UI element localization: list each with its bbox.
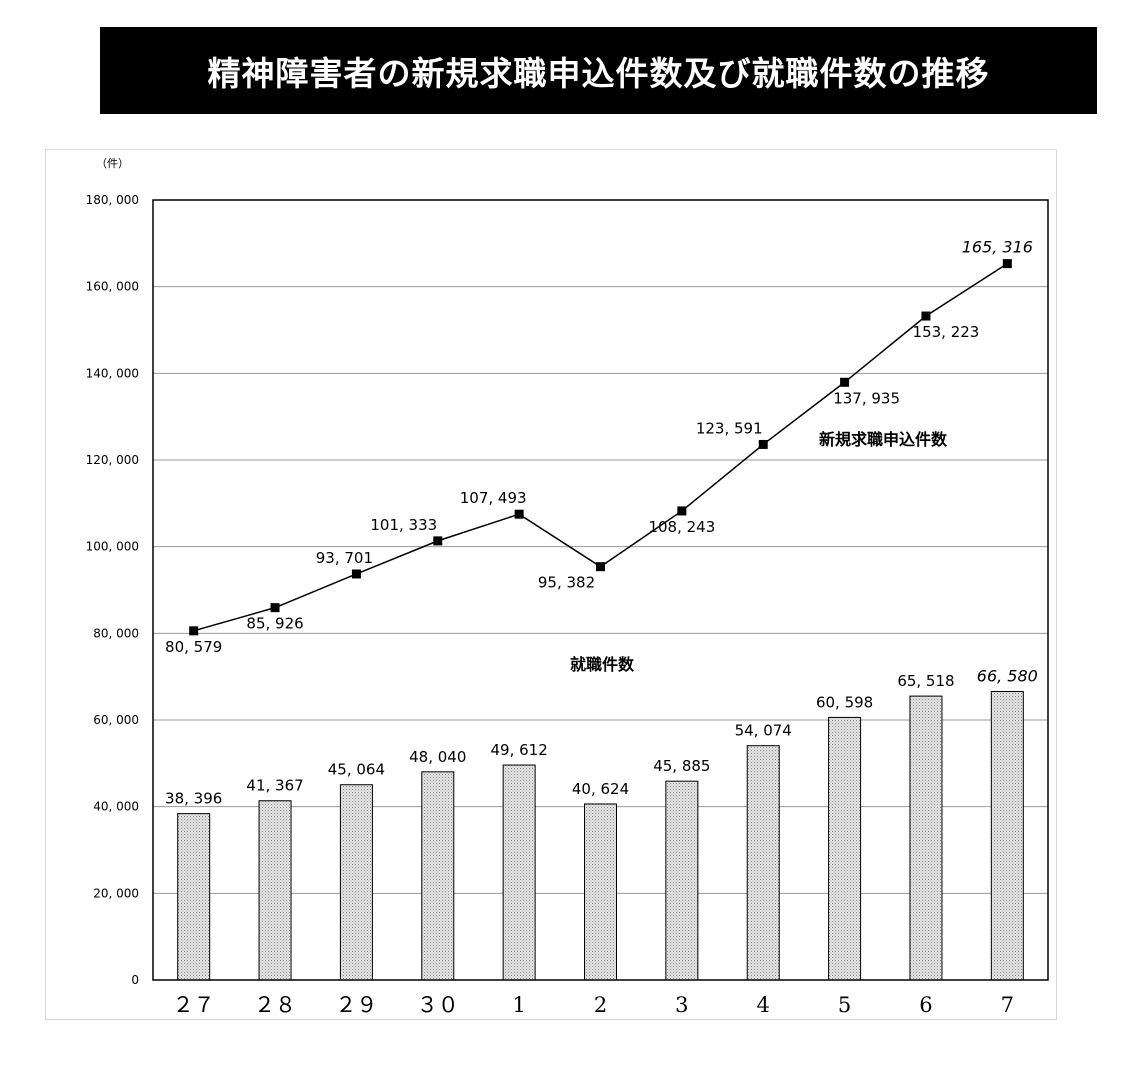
y-tick-label: 0 [131, 973, 139, 987]
bar-layer [177, 690, 1024, 981]
y-tick-label: 80, 000 [93, 626, 139, 640]
line-marker [921, 311, 931, 321]
y-tick-label: 20, 000 [93, 886, 139, 900]
plot-border [152, 199, 1049, 981]
bar-value-label: 60, 598 [816, 693, 873, 711]
bar-value-label: 45, 064 [328, 761, 385, 779]
x-tick-label-top: 1 [512, 993, 525, 1017]
line-marker [433, 536, 443, 546]
line-marker [677, 506, 687, 516]
y-tick-label: 60, 000 [93, 713, 139, 727]
x-tick-label-top: 7 [1001, 993, 1014, 1017]
bar [421, 771, 455, 981]
bar [177, 813, 211, 981]
line-value-label: 137, 935 [833, 389, 900, 407]
bar [909, 695, 943, 981]
bar [339, 784, 373, 981]
line-marker [270, 603, 280, 613]
bar-value-label: 65, 518 [897, 672, 954, 690]
chart-frame: 38, 396 41, 367 45, 064 48, 040 49, 612 40, 6… [45, 149, 1057, 1020]
bar [584, 803, 617, 981]
line-value-label: 123, 591 [696, 419, 763, 437]
line-series-name: 新規求職申込件数 [819, 430, 948, 449]
x-tick-label-top: ２７ [173, 993, 215, 1017]
line-marker [758, 439, 768, 449]
bar-value-label: 38, 396 [165, 790, 222, 808]
label-layer: 38, 396 41, 367 45, 064 48, 040 49, 612 40, 6… [165, 238, 1038, 808]
bar-value-label: 45, 885 [653, 757, 710, 775]
axis-layer: 0 20, 000 40, 000 60, 000 80, 000 100, 000 120… [86, 157, 1049, 1017]
bar [828, 716, 862, 981]
grid-layer [153, 286, 1048, 894]
line-marker [351, 569, 361, 579]
bar-value-label: 54, 074 [735, 722, 792, 740]
bar-value-label: 40, 624 [572, 780, 629, 798]
chart-title: 精神障害者の新規求職申込件数及び就職件数の推移 [100, 27, 1097, 114]
line-value-label: 101, 333 [370, 516, 437, 534]
x-tick-label-top: ２８ [254, 993, 296, 1017]
y-tick-label: 120, 000 [86, 453, 139, 467]
y-tick-label: 160, 000 [86, 280, 139, 294]
line-value-label: 153, 223 [913, 323, 980, 341]
line-marker [189, 626, 199, 636]
bar-value-label: 49, 612 [491, 741, 548, 759]
y-tick-label: 180, 000 [86, 193, 139, 207]
bar-value-label: 41, 367 [246, 777, 303, 795]
line-value-label: 80, 579 [165, 638, 222, 656]
bar [990, 690, 1024, 981]
x-tick-label-top: 3 [675, 993, 688, 1017]
chart-svg: 38, 396 41, 367 45, 064 48, 040 49, 612 40, 6… [86, 157, 1049, 1017]
bar-series-name: 就職件数 [570, 655, 635, 674]
y-unit-label: （件） [96, 157, 129, 170]
x-tick-label-top: 5 [838, 993, 851, 1017]
line-marker [840, 377, 850, 387]
line-marker [596, 562, 605, 572]
line-marker [514, 509, 524, 519]
line-value-label: 95, 382 [538, 574, 595, 592]
y-tick-label: 40, 000 [93, 800, 139, 814]
bar [502, 764, 536, 981]
bar [665, 780, 699, 981]
x-tick-label-top: 6 [919, 993, 932, 1017]
bar-value-label: 66, 580 [977, 666, 1038, 685]
line-value-label: 107, 493 [460, 489, 527, 507]
bar [746, 745, 780, 981]
x-tick-label-top: 4 [757, 993, 770, 1017]
line-value-label: 85, 926 [246, 615, 303, 633]
bar [258, 800, 292, 981]
y-tick-label: 140, 000 [86, 366, 139, 380]
line-value-label: 108, 243 [648, 518, 715, 536]
line-value-label: 93, 701 [316, 549, 373, 567]
x-tick-label-top: ２９ [335, 993, 377, 1017]
x-tick-label-top: 2 [594, 993, 607, 1017]
y-tick-label: 100, 000 [86, 540, 139, 554]
line-marker [1002, 259, 1012, 269]
line-layer [189, 259, 1012, 636]
line-value-label: 165, 316 [962, 238, 1033, 257]
bar-value-label: 48, 040 [409, 748, 466, 766]
x-tick-label-top: ３０ [417, 993, 459, 1017]
